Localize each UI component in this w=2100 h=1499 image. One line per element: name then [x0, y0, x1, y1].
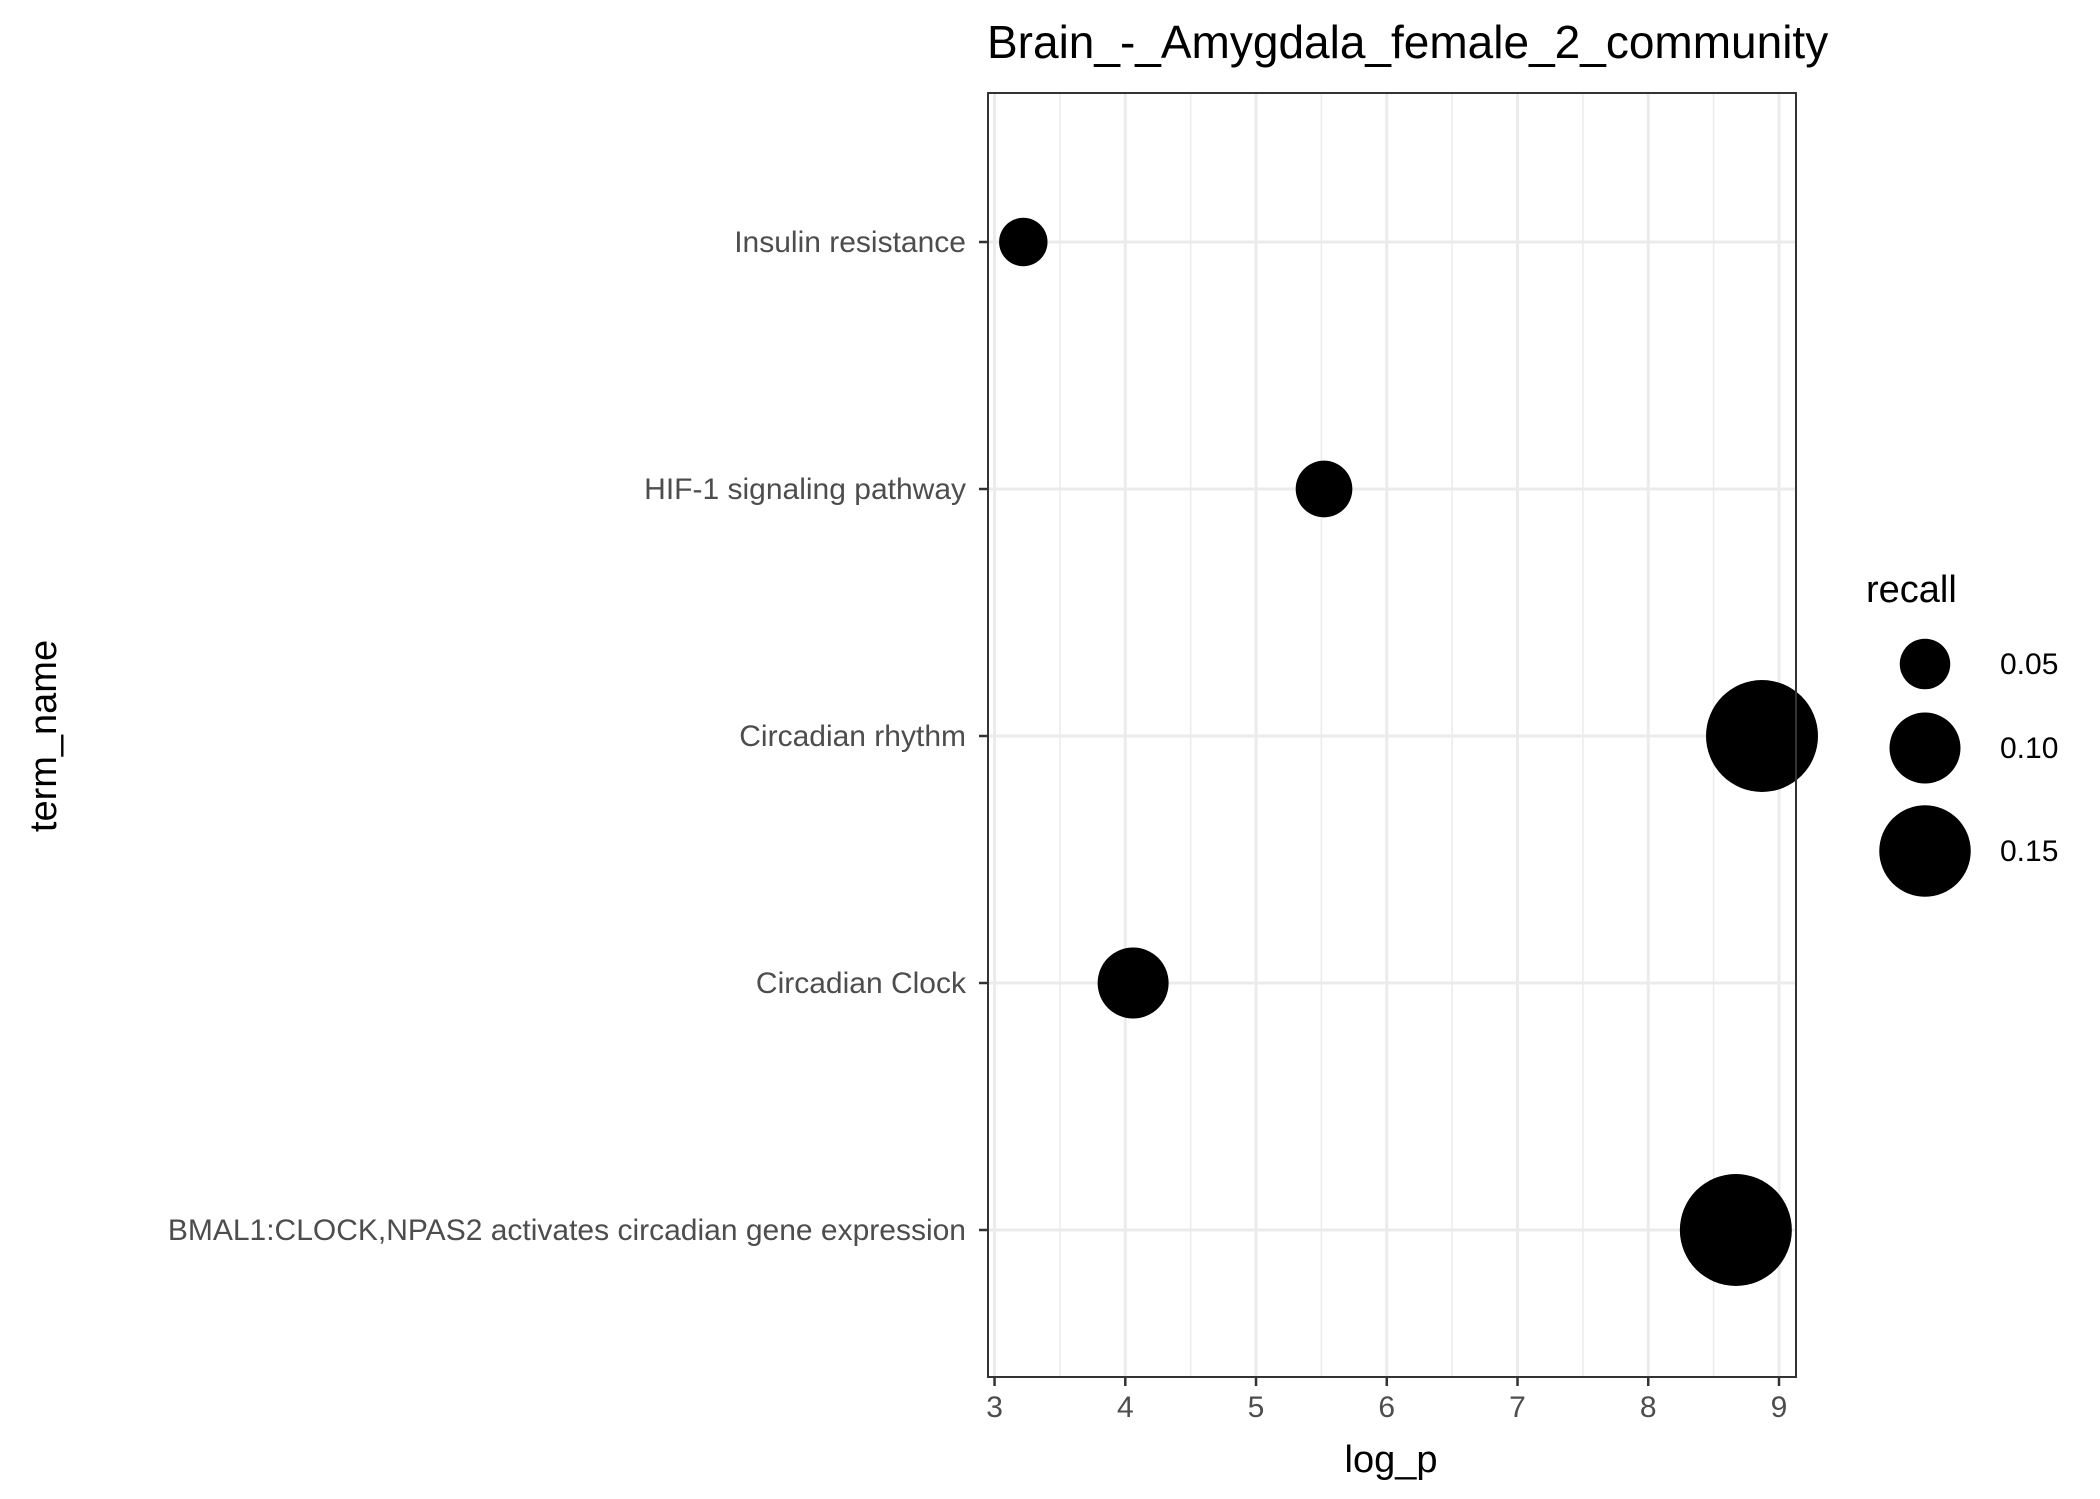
x-tick-label: 5	[1248, 1391, 1265, 1424]
x-tick-label: 6	[1378, 1391, 1395, 1424]
legend-title: recall	[1866, 569, 1957, 611]
y-tick-label: Circadian rhythm	[739, 720, 966, 753]
legend-label: 0.05	[2000, 648, 2058, 681]
y-tick-label: BMAL1:CLOCK,NPAS2 activates circadian ge…	[168, 1214, 966, 1247]
x-tick-label: 3	[986, 1391, 1003, 1424]
grid-lines	[988, 93, 1796, 1377]
legend: recall 0.05 0.10 0.15	[1866, 569, 2058, 897]
y-axis-title: term_name	[23, 640, 65, 832]
legend-label: 0.10	[2000, 732, 2058, 765]
data-point	[1295, 460, 1353, 518]
x-axis: 3 4 5 6 7 8 9	[986, 1377, 1787, 1424]
legend-label: 0.15	[2000, 835, 2058, 868]
x-tick-label: 8	[1640, 1391, 1657, 1424]
chart-title: Brain_-_Amygdala_female_2_community	[987, 16, 1828, 68]
data-point	[1706, 680, 1819, 792]
data-points	[999, 217, 1819, 1286]
x-tick-label: 7	[1509, 1391, 1526, 1424]
y-tick-label: Circadian Clock	[756, 967, 967, 1000]
data-point	[999, 217, 1048, 267]
legend-key-circle	[1879, 805, 1971, 897]
y-axis: Insulin resistance HIF-1 signaling pathwa…	[168, 226, 988, 1247]
data-point	[1097, 947, 1169, 1019]
x-axis-title: log_p	[1345, 1439, 1438, 1481]
x-tick-label: 9	[1771, 1391, 1788, 1424]
legend-key-circle	[1889, 712, 1961, 784]
legend-key-circle	[1899, 638, 1951, 690]
data-point	[1679, 1174, 1792, 1286]
y-tick-label: Insulin resistance	[734, 226, 966, 259]
x-tick-label: 4	[1117, 1391, 1134, 1424]
y-tick-label: HIF-1 signaling pathway	[644, 473, 966, 506]
